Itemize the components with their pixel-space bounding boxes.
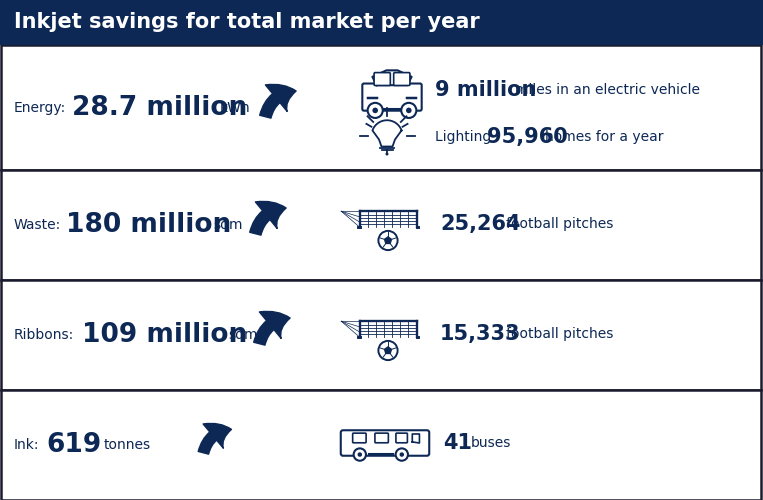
Text: 15,333: 15,333 (440, 324, 520, 344)
Text: 9 million: 9 million (435, 80, 543, 100)
Circle shape (353, 448, 366, 460)
Circle shape (401, 103, 417, 118)
Circle shape (400, 452, 404, 457)
Text: 180 million: 180 million (66, 212, 231, 238)
Polygon shape (372, 120, 401, 146)
Text: football pitches: football pitches (506, 217, 613, 231)
FancyBboxPatch shape (394, 72, 410, 86)
FancyBboxPatch shape (362, 84, 422, 110)
FancyArrowPatch shape (198, 424, 231, 454)
Text: 95,960: 95,960 (487, 127, 575, 147)
FancyArrowPatch shape (250, 202, 286, 235)
Text: 28.7 million: 28.7 million (72, 95, 247, 121)
Text: buses: buses (471, 436, 511, 450)
Circle shape (406, 108, 411, 113)
Text: miles in an electric vehicle: miles in an electric vehicle (515, 83, 700, 97)
FancyBboxPatch shape (396, 433, 407, 443)
Polygon shape (385, 237, 391, 244)
Circle shape (358, 452, 362, 457)
Text: sqm: sqm (213, 218, 243, 232)
Text: football pitches: football pitches (506, 327, 613, 341)
FancyBboxPatch shape (375, 433, 388, 443)
Polygon shape (372, 70, 411, 85)
Circle shape (396, 448, 408, 460)
Text: 619: 619 (46, 432, 101, 458)
Circle shape (378, 341, 398, 360)
Bar (359, 322, 417, 337)
FancyBboxPatch shape (353, 433, 366, 443)
Text: Ribbons:: Ribbons: (14, 328, 74, 342)
Text: 109 million: 109 million (82, 322, 247, 348)
Text: kWh: kWh (220, 101, 250, 115)
Text: Lighting: Lighting (435, 130, 496, 144)
Polygon shape (385, 347, 391, 354)
Text: Ink:: Ink: (14, 438, 40, 452)
Circle shape (385, 152, 388, 156)
Bar (0, 0, 763, 45)
Text: homes for a year: homes for a year (545, 130, 664, 144)
Circle shape (372, 108, 378, 113)
Text: Inkjet savings for total market per year: Inkjet savings for total market per year (14, 12, 480, 32)
Text: sqm: sqm (228, 328, 257, 342)
Circle shape (368, 103, 383, 118)
Bar (1, 280, 761, 390)
Text: 25,264: 25,264 (440, 214, 520, 234)
FancyArrowPatch shape (254, 312, 290, 345)
Bar (1, 390, 761, 500)
FancyBboxPatch shape (374, 72, 391, 86)
FancyArrowPatch shape (259, 84, 296, 118)
Polygon shape (412, 434, 420, 443)
Text: Waste:: Waste: (14, 218, 61, 232)
Text: 41: 41 (443, 433, 472, 453)
Bar (1, 170, 761, 280)
Text: tonnes: tonnes (104, 438, 151, 452)
Bar (1, 45, 761, 170)
FancyBboxPatch shape (341, 430, 430, 456)
Bar (359, 212, 417, 227)
Circle shape (378, 231, 398, 250)
Text: Energy:: Energy: (14, 101, 66, 115)
